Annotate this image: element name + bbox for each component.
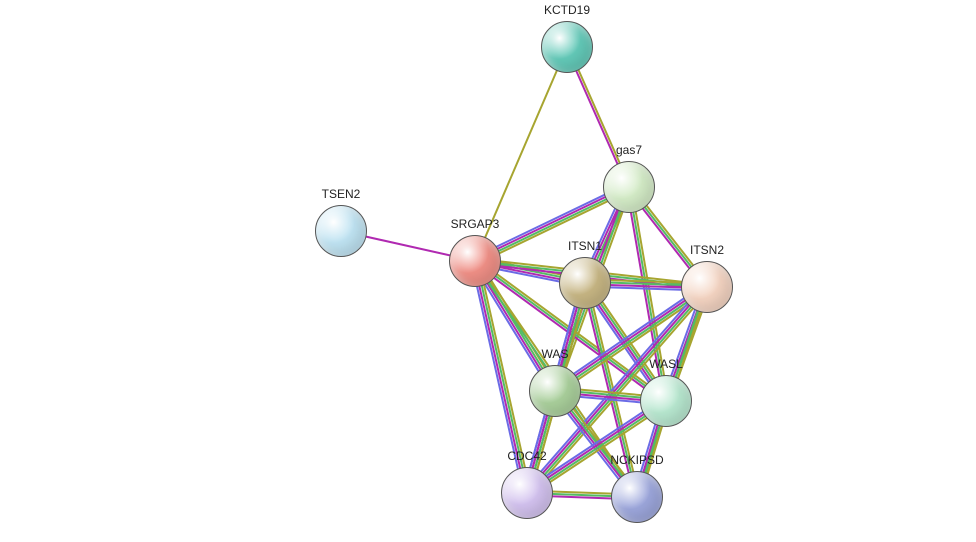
node-label: WAS <box>542 347 569 361</box>
node-itsn1[interactable] <box>559 257 611 309</box>
node-kctd19[interactable] <box>541 21 593 73</box>
edge-line <box>475 47 567 261</box>
edge-line <box>476 261 528 493</box>
node-tsen2[interactable] <box>315 205 367 257</box>
node-label: TSEN2 <box>322 187 361 201</box>
node-label: NCKIPSD <box>610 453 663 467</box>
edge-line <box>627 187 664 401</box>
node-label: ITSN1 <box>568 239 602 253</box>
edge-line <box>474 261 526 493</box>
network-canvas: KCTD19 gas7 TSEN2 SRGAP3 ITSN1 ITSN2 WAS WASL CD… <box>0 0 976 542</box>
edge-line <box>631 187 668 401</box>
edge-line <box>585 283 637 497</box>
node-label: SRGAP3 <box>451 217 500 231</box>
node-nckipsd[interactable] <box>611 471 663 523</box>
edge-line <box>629 187 666 401</box>
node-wasl[interactable] <box>640 375 692 427</box>
node-cdc42[interactable] <box>501 467 553 519</box>
node-label: KCTD19 <box>544 3 590 17</box>
edge-line <box>587 282 639 496</box>
edge-line <box>472 262 524 494</box>
edge-line <box>583 284 635 498</box>
node-srgap3[interactable] <box>449 235 501 287</box>
node-label: WASL <box>649 357 683 371</box>
node-was[interactable] <box>529 365 581 417</box>
node-gas7[interactable] <box>603 161 655 213</box>
node-label: CDC42 <box>507 449 546 463</box>
node-label: ITSN2 <box>690 243 724 257</box>
node-itsn2[interactable] <box>681 261 733 313</box>
edge-line <box>479 260 531 492</box>
node-label: gas7 <box>616 143 642 157</box>
